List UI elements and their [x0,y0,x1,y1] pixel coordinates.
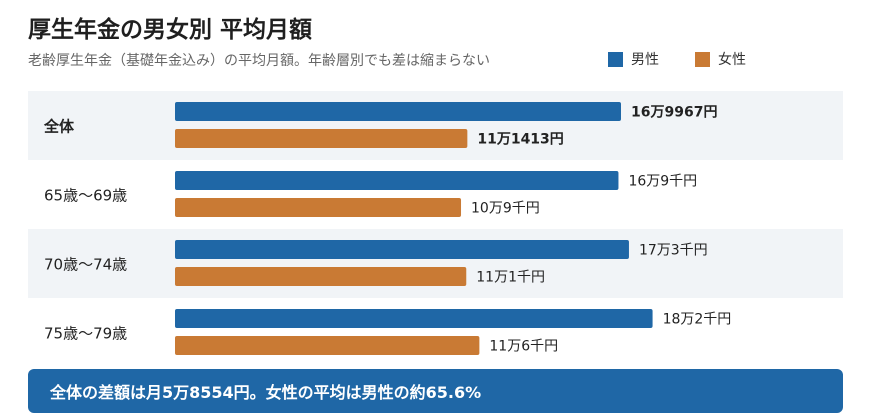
data-label-male: 18万2千円 [663,312,732,328]
bar-female [175,336,480,355]
chart-subtitle: 老齢厚生年金（基礎年金込み）の平均月額。年齢層別でも差は縮まらない [28,53,490,69]
data-label-female: 11万1413円 [477,132,563,148]
data-label-male: 16万9千円 [628,174,697,190]
bar-male [175,240,629,259]
category-label: 65歳〜69歳 [44,187,127,205]
category-label: 全体 [43,118,75,136]
data-label-female: 11万6千円 [489,339,558,355]
bar-female [175,267,467,286]
legend-label-female: 女性 [718,52,746,68]
bar-female [175,129,468,148]
bar-female [175,198,462,217]
row-band-2 [28,229,843,298]
legend-swatch-male [608,51,623,67]
bar-male [175,102,621,121]
chart-title: 厚生年金の男女別 平均月額 [28,17,313,43]
legend-label-male: 男性 [631,52,659,68]
data-label-male: 16万9967円 [631,105,717,121]
summary-callout: 全体の差額は月5万8554円。女性の平均は男性の約65.6% [28,369,843,413]
data-label-female: 11万1千円 [476,270,545,286]
data-label-female: 10万9千円 [471,201,540,217]
row-band-0 [28,91,843,160]
category-label: 70歳〜74歳 [44,256,127,274]
bar-male [175,171,619,190]
bar-male [175,309,653,328]
legend-item-male: 男性 [608,50,659,68]
category-label: 75歳〜79歳 [44,325,127,343]
legend-swatch-female [695,51,710,67]
legend-item-female: 女性 [695,50,746,68]
data-label-male: 17万3千円 [639,243,708,259]
